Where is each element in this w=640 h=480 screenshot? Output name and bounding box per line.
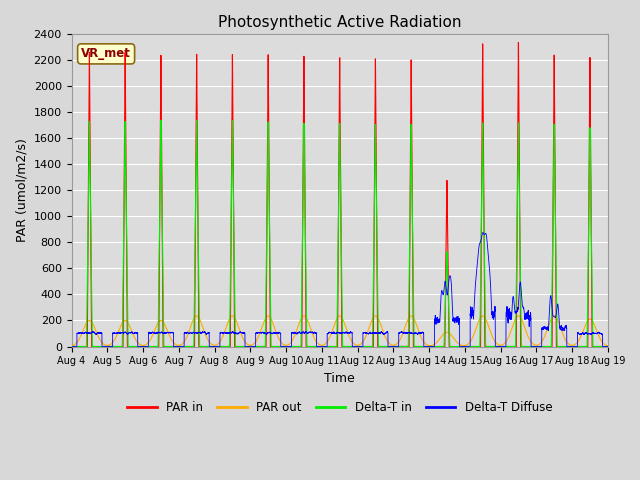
Text: VR_met: VR_met [81, 48, 131, 60]
Y-axis label: PAR (umol/m2/s): PAR (umol/m2/s) [15, 138, 28, 242]
X-axis label: Time: Time [324, 372, 355, 385]
Legend: PAR in, PAR out, Delta-T in, Delta-T Diffuse: PAR in, PAR out, Delta-T in, Delta-T Dif… [122, 396, 557, 419]
Title: Photosynthetic Active Radiation: Photosynthetic Active Radiation [218, 15, 461, 30]
